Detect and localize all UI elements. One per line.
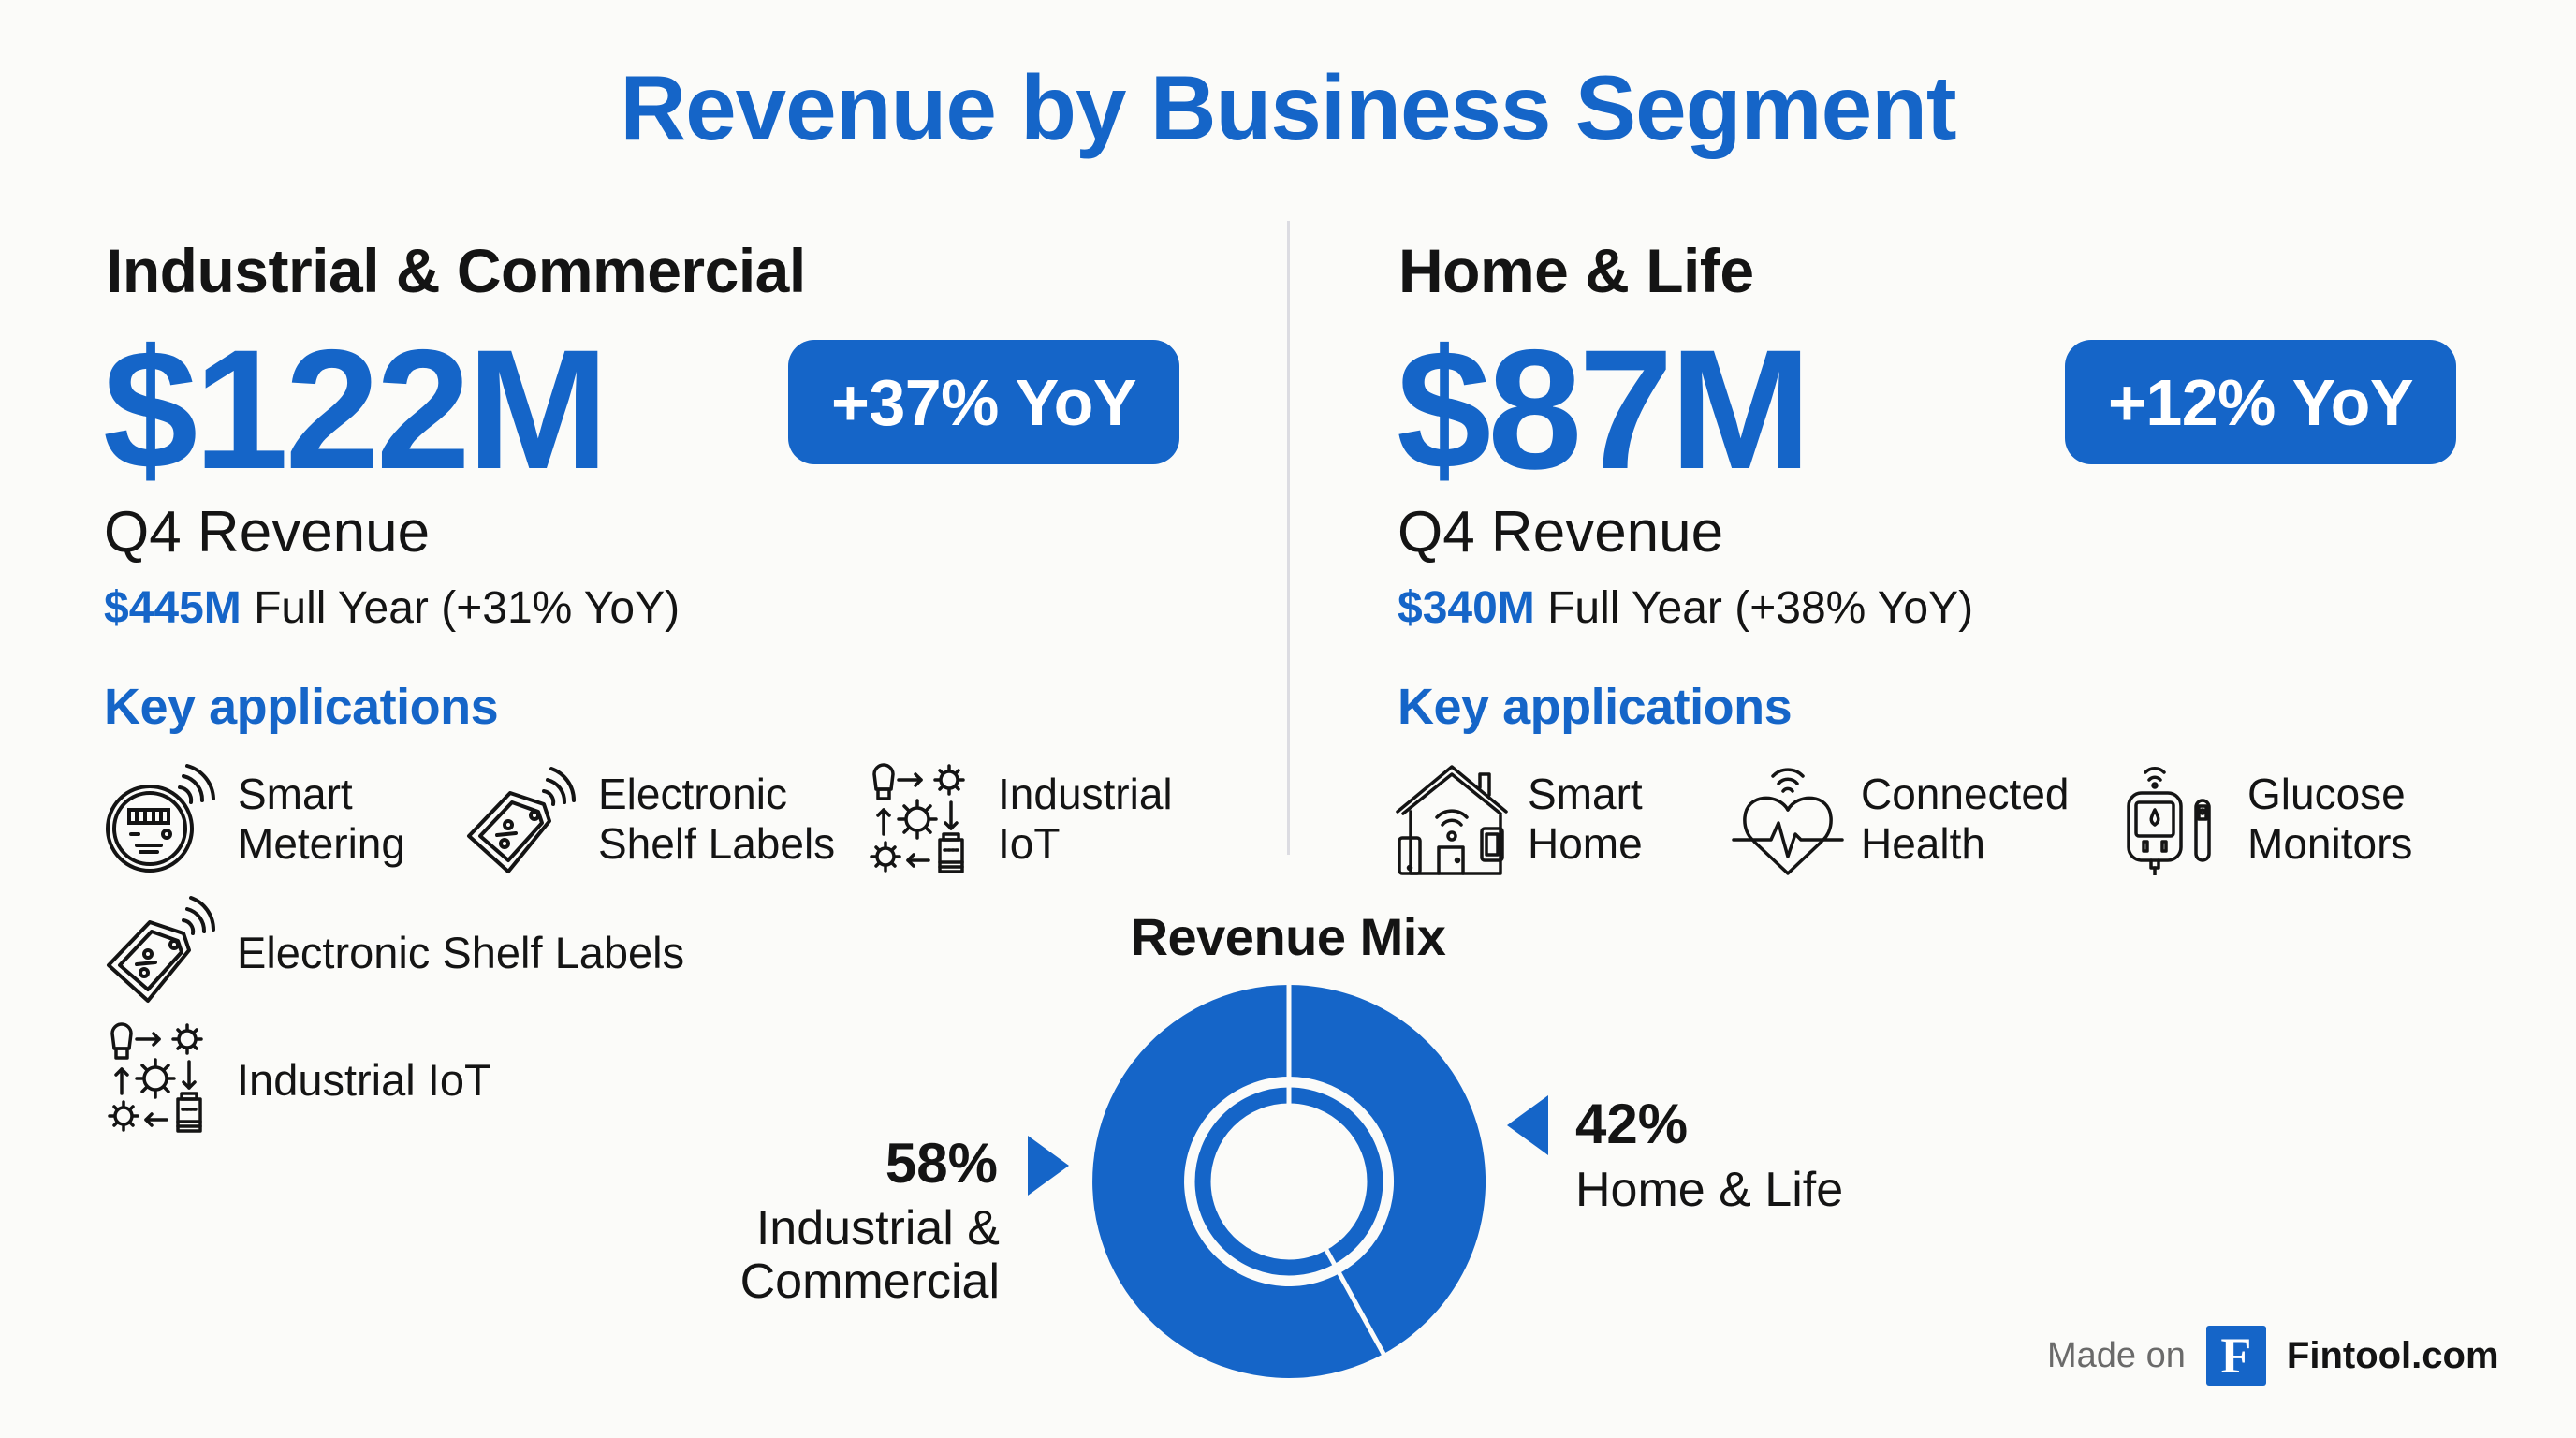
made-on-text: Made on	[2047, 1336, 2186, 1375]
q4-revenue-label: Q4 Revenue	[1398, 500, 1724, 565]
app-label-smart-metering: Smart Metering	[238, 770, 405, 868]
app-label-connected-health: Connected Health	[1861, 770, 2070, 868]
yoy-badge: +37% YoY	[788, 340, 1179, 464]
glucose-monitor-icon	[2117, 763, 2230, 875]
footer-attribution[interactable]: Made on F Fintool.com	[2047, 1326, 2499, 1386]
key-applications-heading: Key applications	[104, 679, 499, 735]
industrial-iot-icon	[103, 1022, 215, 1135]
q4-revenue-label: Q4 Revenue	[104, 500, 431, 565]
smart-home-icon	[1396, 763, 1508, 875]
app-label-smart-home: Smart Home	[1528, 770, 1643, 868]
pointer-arrow-right-icon	[1028, 1136, 1069, 1196]
shelf-label-tag-icon	[103, 892, 215, 1005]
full-year-text: Full Year (+38% YoY)	[1534, 583, 1974, 633]
chart-title: Revenue Mix	[1130, 907, 1446, 966]
connected-health-icon	[1732, 763, 1844, 875]
page-title: Revenue by Business Segment	[620, 56, 1956, 159]
app-label-glucose-monitors: Glucose Monitors	[2247, 770, 2413, 868]
full-year-value: $445M	[104, 583, 242, 633]
donut-slice-home-life[interactable]	[1289, 985, 1486, 1355]
slice-pct-industrial-commercial: 58%	[885, 1132, 998, 1195]
key-applications-heading: Key applications	[1398, 679, 1793, 735]
shelf-label-tag-icon	[463, 763, 576, 875]
slice-label-home-life: Home & Life	[1575, 1163, 1844, 1217]
app-label-industrial-iot-2: Industrial IoT	[237, 1055, 491, 1105]
donut-slice-industrial-commercial[interactable]	[1092, 985, 1384, 1378]
segment-title: Home & Life	[1398, 236, 1754, 305]
segment-title: Industrial & Commercial	[106, 236, 806, 305]
yoy-badge: +12% YoY	[2065, 340, 2456, 464]
industrial-iot-icon	[865, 763, 977, 875]
fintool-logo-icon: F	[2205, 1326, 2266, 1386]
full-year-text: Full Year (+31% YoY)	[241, 583, 681, 633]
full-year-value: $340M	[1398, 583, 1535, 633]
q4-revenue-value: $87M	[1397, 314, 1811, 505]
slice-pct-home-life: 42%	[1575, 1093, 1689, 1155]
full-year-line: $340M Full Year (+38% YoY)	[1398, 586, 1973, 631]
smart-meter-icon	[103, 763, 215, 875]
app-label-electronic-shelf-labels: Electronic Shelf Labels	[598, 770, 836, 868]
fintool-brand-link[interactable]: Fintool.com	[2286, 1335, 2499, 1376]
slice-label-industrial-commercial: Industrial & Commercial	[739, 1201, 1000, 1309]
q4-revenue-value: $122M	[103, 314, 608, 505]
donut-chart	[1092, 983, 1486, 1378]
app-label-industrial-iot: Industrial IoT	[998, 770, 1173, 868]
section-divider	[1287, 221, 1290, 855]
app-label-electronic-shelf-labels-2: Electronic Shelf Labels	[237, 928, 685, 977]
pointer-arrow-left-icon	[1507, 1095, 1548, 1155]
full-year-line: $445M Full Year (+31% YoY)	[104, 586, 680, 631]
